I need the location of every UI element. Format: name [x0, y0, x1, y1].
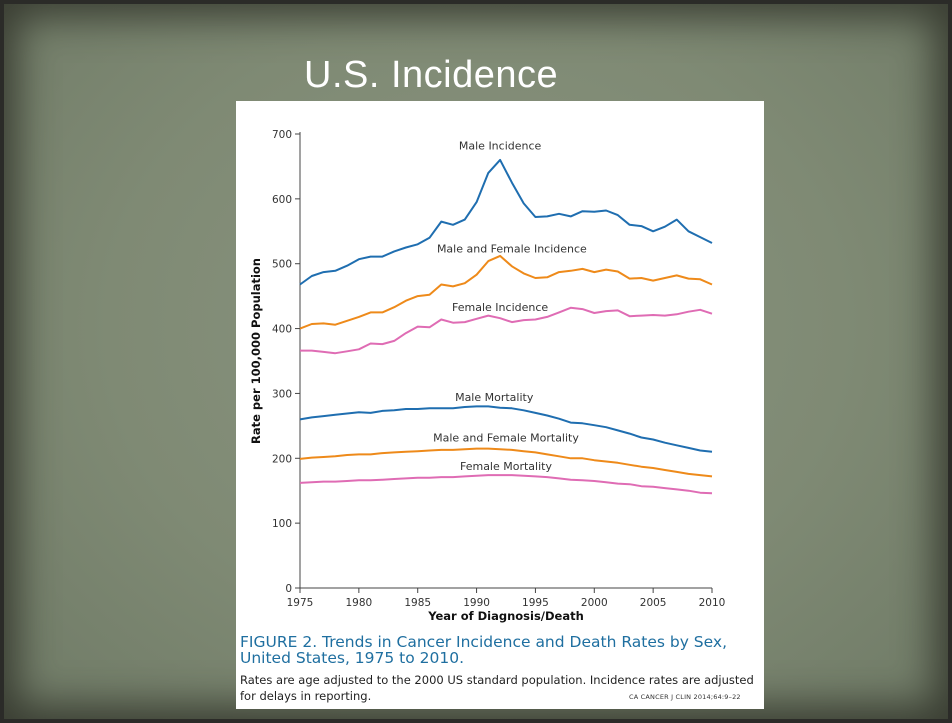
series-label-male-and-female-mortality: Male and Female Mortality	[433, 431, 579, 444]
y-tick-label: 300	[272, 388, 292, 400]
slide-title: U.S. Incidence	[304, 54, 559, 96]
figure-caption-title: FIGURE 2. Trends in Cancer Incidence and…	[240, 633, 728, 667]
series-line-male-incidence	[299, 158, 713, 286]
series-line-female-mortality	[299, 474, 713, 495]
figure-panel: 0 100 200 300 400 500 600 700 1975 1980 1985 1990 19…	[236, 101, 764, 709]
series-line-male-and-female-mortality	[299, 447, 713, 478]
figure-citation: CA CANCER J CLIN 2014;64:9–22	[629, 693, 741, 701]
slide-background: U.S. Incidence 0 100 200 300 400 500 600 700 197…	[4, 4, 948, 719]
x-tick-label: 2005	[640, 597, 667, 609]
y-tick-label: 500	[272, 259, 292, 271]
x-axis-title: Year of Diagnosis/Death	[427, 609, 584, 623]
y-tick-label: 600	[272, 194, 292, 206]
x-tick-label: 1980	[345, 597, 372, 609]
figure-caption-body: Rates are age adjusted to the 2000 US st…	[240, 673, 754, 703]
x-tick-label: 1990	[463, 597, 490, 609]
y-tick-label: 700	[272, 129, 292, 141]
series-line-male-and-female-incidence	[299, 254, 713, 330]
series-label-male-and-female-incidence: Male and Female Incidence	[437, 243, 587, 256]
x-tick-label: 2000	[581, 597, 608, 609]
line-chart: 0 100 200 300 400 500 600 700 1975 1980 1985 1990 19…	[249, 129, 726, 623]
series-line-female-incidence	[300, 306, 713, 355]
series-label-female-mortality: Female Mortality	[460, 460, 552, 473]
series-label-female-incidence: Female Incidence	[452, 301, 548, 314]
x-tick-label: 2010	[699, 597, 726, 609]
y-tick-label: 100	[272, 518, 292, 530]
series-line-male-mortality	[299, 405, 713, 453]
series-label-male-incidence: Male Incidence	[459, 140, 542, 153]
y-axis-title: Rate per 100,000 Population	[249, 258, 263, 444]
x-tick-label: 1975	[287, 597, 314, 609]
y-tick-label: 400	[272, 324, 292, 336]
y-tick-label: 0	[285, 583, 292, 595]
series-label-male-mortality: Male Mortality	[455, 391, 534, 404]
x-tick-label: 1985	[404, 597, 431, 609]
x-tick-label: 1995	[522, 597, 549, 609]
y-tick-label: 200	[272, 453, 292, 465]
